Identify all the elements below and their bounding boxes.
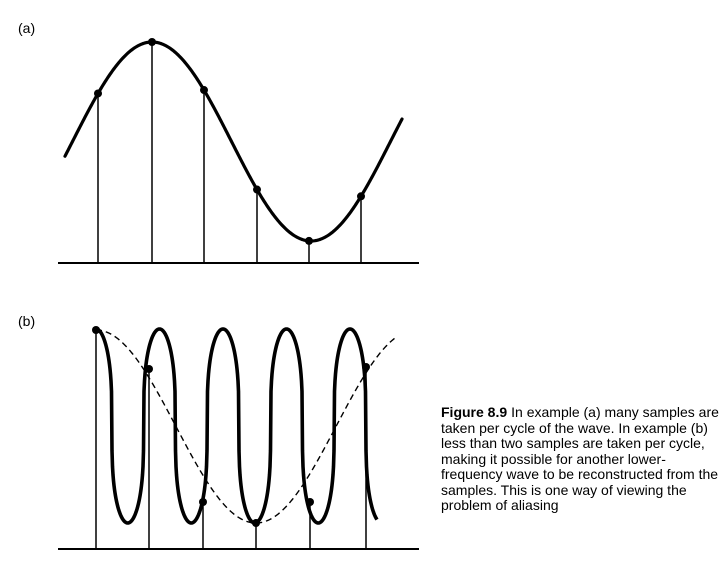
panel-a-sample-point-6 (357, 192, 365, 201)
panel-a-samples (94, 38, 365, 263)
panel-b-label: (b) (18, 313, 36, 329)
panel-a-sample-point-3 (200, 86, 208, 95)
caption-figure-number: Figure 8.9 (441, 404, 508, 420)
panel-b-sample-point-4 (252, 519, 260, 527)
figure-caption: Figure 8.9 In example (a) many samples ar… (441, 404, 721, 514)
panel-b-sample-point-3 (199, 498, 207, 506)
panel-b-sample-point-1 (92, 326, 100, 334)
panel-a-sine-wave (63, 40, 404, 243)
panel-a (58, 38, 419, 264)
panel-a-sample-point-2 (148, 38, 156, 46)
panel-b (58, 326, 419, 550)
panel-a-sample-point-1 (94, 89, 102, 98)
panel-b-sample-point-6 (362, 363, 370, 371)
panel-b-sample-point-5 (306, 498, 314, 506)
caption-text: In example (a) many samples are taken pe… (441, 404, 719, 513)
panel-b-sample-point-2 (145, 365, 153, 373)
panel-b-high-frequency-wave (94, 327, 379, 525)
panel-a-sample-point-4 (253, 185, 261, 194)
panel-b-samples (92, 326, 370, 549)
panel-a-label: (a) (18, 20, 36, 36)
panel-a-sample-point-5 (305, 236, 313, 245)
